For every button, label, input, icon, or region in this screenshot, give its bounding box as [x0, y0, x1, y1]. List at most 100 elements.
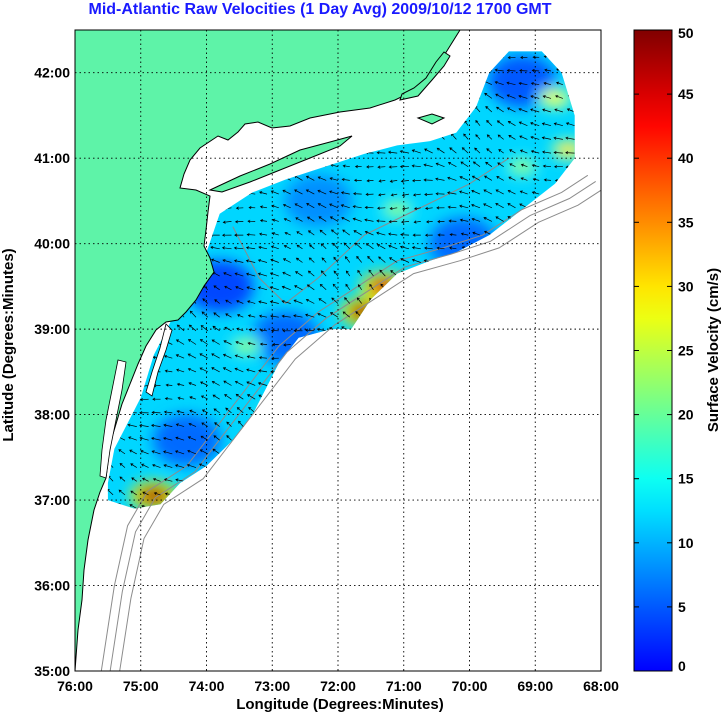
velocity-arrow [530, 341, 540, 345]
velocity-arrow [415, 105, 422, 113]
velocity-arrow [296, 231, 303, 236]
velocity-arrow [188, 382, 197, 386]
velocity-arrow [496, 106, 504, 113]
velocity-arrow [364, 218, 374, 222]
velocity-arrow [381, 298, 386, 304]
velocity-arrow [210, 492, 220, 496]
velocity-arrow [283, 503, 291, 509]
velocity-arrow [245, 246, 256, 250]
velocity-arrow [391, 325, 398, 332]
velocity-arrow [189, 396, 197, 400]
velocity-arrow [188, 165, 197, 169]
velocity-arrow [475, 119, 481, 126]
velocity-arrow [495, 299, 504, 304]
velocity-arrow [151, 340, 161, 345]
velocity-arrow [333, 270, 339, 277]
velocity-arrow [317, 189, 327, 195]
velocity-arrow [400, 394, 410, 400]
velocity-arrow [238, 448, 244, 455]
velocity-arrow [271, 146, 280, 154]
velocity-arrow [377, 206, 386, 210]
velocity-arrow [259, 489, 268, 496]
velocity-arrow [175, 436, 185, 441]
velocity-arrow [530, 95, 540, 99]
velocity-arrow [544, 437, 552, 441]
velocity-arrow [566, 231, 575, 236]
velocity-arrow [412, 233, 421, 237]
velocity-arrow [341, 424, 350, 428]
velocity-arrow [494, 80, 504, 86]
velocity-arrow [378, 193, 386, 197]
velocity-arrow [471, 189, 481, 195]
velocity-arrow [352, 450, 362, 455]
velocity-arrow [460, 382, 469, 386]
velocity-arrow [484, 383, 492, 388]
velocity-arrow [139, 411, 149, 415]
velocity-arrow [341, 491, 350, 496]
velocity-arrow [187, 492, 197, 496]
velocity-arrow [356, 297, 362, 304]
velocity-arrow [257, 259, 268, 263]
velocity-arrow [364, 506, 374, 509]
velocity-arrow [507, 107, 516, 113]
velocity-arrow [497, 474, 504, 482]
velocity-arrow [388, 478, 398, 482]
colorbar-tick-label: 10 [678, 535, 694, 551]
velocity-arrow [414, 420, 422, 427]
velocity-arrow [260, 132, 268, 140]
velocity-arrow [460, 395, 469, 400]
velocity-arrow [554, 108, 564, 113]
velocity-arrow [260, 419, 268, 427]
velocity-arrow [283, 357, 291, 361]
velocity-arrow [272, 132, 280, 140]
latitude-tick-label: 40:00 [34, 236, 70, 252]
velocity-arrow [463, 133, 469, 140]
velocity-arrow [555, 424, 563, 428]
velocity-arrow [187, 507, 197, 509]
velocity-arrow [236, 192, 244, 196]
velocity-arrow [153, 505, 161, 509]
velocity-arrow [320, 504, 327, 509]
velocity-arrow [425, 477, 433, 482]
velocity-arrow [345, 270, 351, 277]
velocity-arrow [484, 286, 493, 291]
velocity-arrow [542, 95, 552, 99]
velocity-arrow [495, 93, 504, 99]
velocity-arrow [224, 285, 232, 291]
velocity-arrow [567, 94, 575, 99]
velocity-arrow [472, 420, 481, 427]
velocity-arrow [380, 311, 386, 318]
velocity-arrow [507, 121, 516, 127]
velocity-arrow [357, 284, 362, 290]
velocity-arrow [201, 409, 208, 414]
velocity-arrow [318, 298, 327, 304]
velocity-arrow [508, 503, 516, 509]
velocity-arrow [376, 368, 386, 373]
velocity-arrow [494, 328, 504, 333]
velocity-arrow [308, 461, 315, 468]
velocity-arrow [151, 410, 161, 415]
velocity-arrow [470, 67, 481, 72]
velocity-arrow [497, 257, 504, 263]
velocity-arrow [364, 230, 374, 236]
velocity-arrow [376, 136, 386, 140]
velocity-arrow [462, 490, 469, 496]
velocity-arrow [176, 368, 185, 373]
velocity-arrow [353, 383, 362, 387]
y-axis-label: Latitude (Degrees:Minutes) [0, 248, 17, 441]
velocity-arrow [176, 382, 185, 386]
velocity-arrow [437, 491, 445, 496]
velocity-arrow [517, 357, 528, 361]
velocity-arrow [509, 149, 516, 154]
velocity-arrow [118, 489, 126, 496]
velocity-arrow [175, 423, 185, 427]
velocity-arrow [316, 342, 327, 347]
velocity-arrow [340, 463, 350, 468]
velocity-arrow [118, 449, 126, 455]
velocity-arrow [497, 134, 504, 140]
velocity-arrow [426, 341, 433, 345]
velocity-arrow [436, 393, 445, 400]
velocity-arrow [437, 233, 445, 237]
velocity-arrow [226, 435, 232, 441]
velocity-arrow [354, 410, 362, 415]
